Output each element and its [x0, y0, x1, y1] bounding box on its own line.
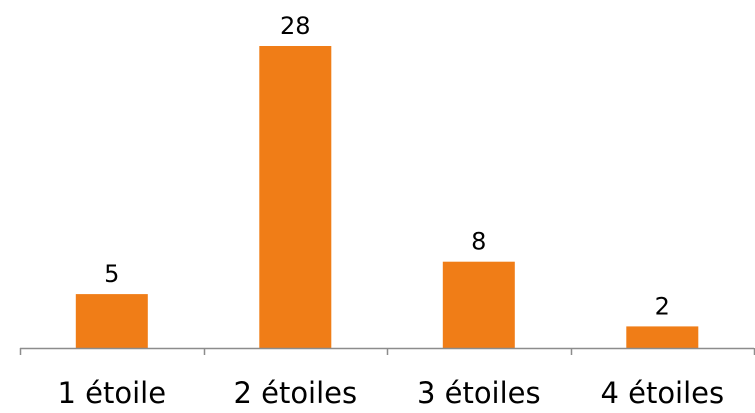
value-labels-group: 5 28 8 2 [104, 12, 670, 320]
bar-value-label: 2 [655, 292, 670, 320]
bar-value-label: 8 [471, 228, 486, 256]
bar-value-label: 5 [104, 260, 119, 288]
bars-group [75, 46, 699, 348]
category-label: 3 étoiles [417, 376, 541, 410]
bar [626, 326, 699, 348]
bar [442, 261, 515, 348]
bar-value-label: 28 [280, 12, 311, 40]
category-label: 4 étoiles [600, 376, 724, 410]
bar [259, 46, 332, 348]
x-axis [19, 347, 755, 355]
category-labels-group: 1 étoile 2 étoiles 3 étoiles 4 étoiles [58, 376, 725, 410]
category-label: 2 étoiles [233, 376, 357, 410]
bar [75, 294, 148, 348]
category-label: 1 étoile [58, 376, 167, 410]
